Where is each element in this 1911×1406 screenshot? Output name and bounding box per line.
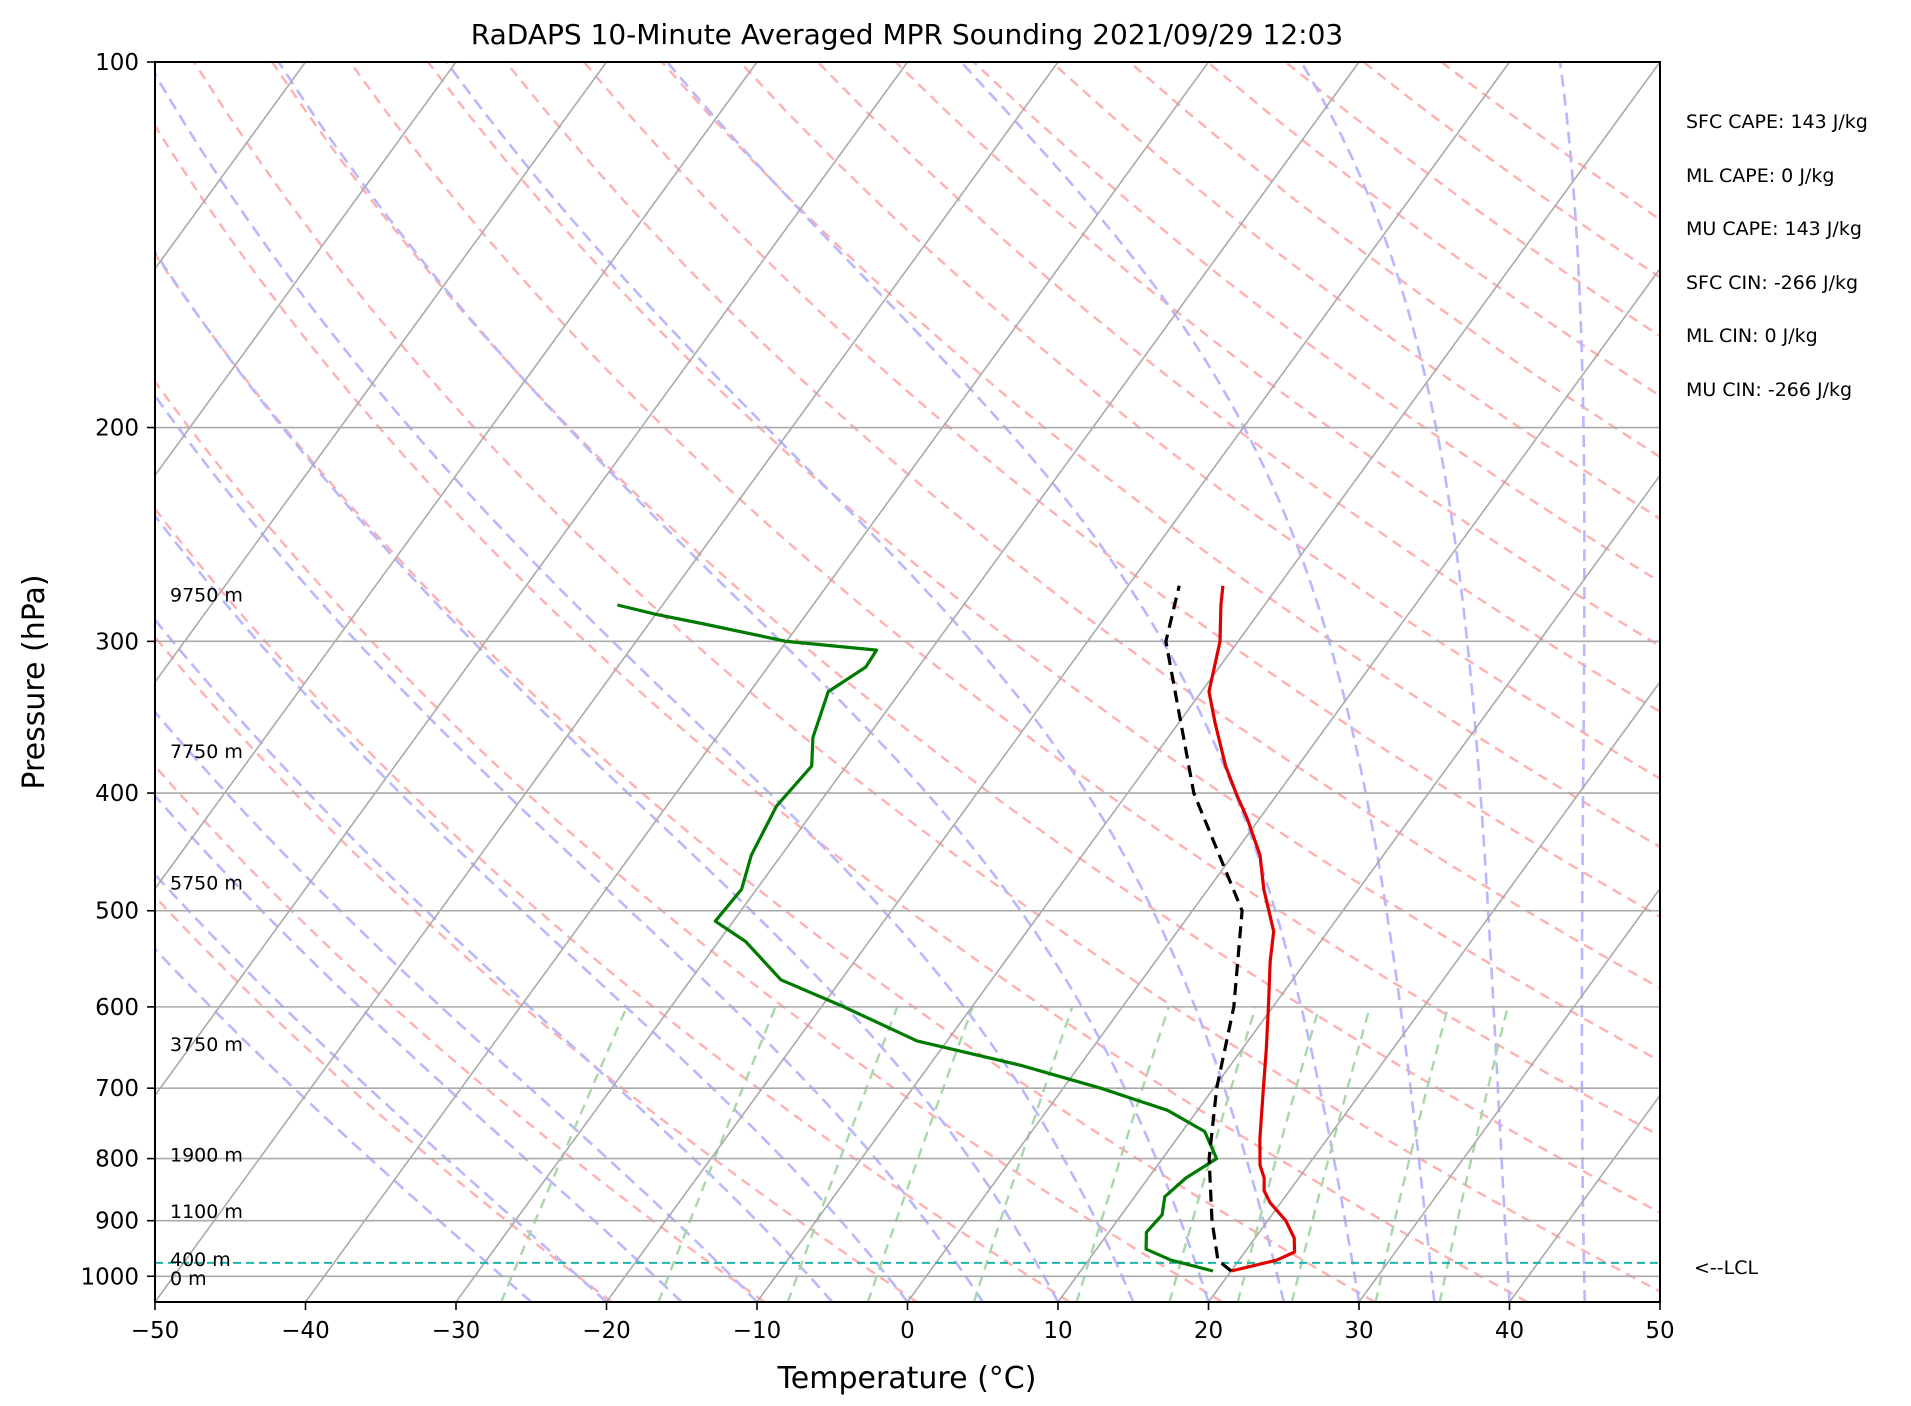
dry-adiabat [427,62,1660,1063]
x-tick-label: 20 [1194,1318,1223,1344]
mixing-ratio-line [866,1006,974,1302]
dewpoint-profile [617,603,1219,1273]
isotherm [906,267,1660,1302]
dry-adiabat [155,251,1376,1302]
x-tick-label: 50 [1645,1318,1674,1344]
x-tick-label: −10 [733,1318,782,1344]
isotherm [1207,680,1660,1302]
moist-adiabat [1558,62,1587,1302]
isotherm [455,62,1360,1302]
moist-adiabat [277,62,1210,1302]
y-tick-label: 300 [95,629,139,655]
dry-adiabat [155,507,1071,1302]
isotherm [1358,887,1660,1302]
x-tick-label: −30 [432,1318,481,1344]
moist-adiabat [155,249,1060,1302]
height-label: 1900 m [170,1144,243,1166]
height-label: 1100 m [170,1201,243,1223]
isotherm [155,62,1059,1302]
moist-adiabat [155,872,608,1302]
series-layer [155,585,1660,1273]
isotherm [605,62,1511,1302]
height-label: 400 m [170,1249,231,1271]
dry-adiabat [155,379,1224,1302]
mixing-ratio-line [972,1006,1074,1302]
moist-adiabat [155,617,834,1302]
isotherm [155,62,909,1097]
y-tick-label: 600 [95,995,139,1021]
stats-panel: SFC CAPE: 143 J/kg ML CAPE: 0 J/kg MU CA… [1686,111,1868,401]
ticks-layer [147,61,1661,1310]
y-tick-label: 1000 [80,1264,139,1290]
lcl-label: <--LCL [1694,1257,1758,1279]
dry-adiabat [155,123,1529,1302]
moist-adiabat [155,513,909,1302]
moist-adiabat [155,710,758,1302]
chart-title: RaDAPS 10-Minute Averaged MPR Sounding 2… [471,18,1343,51]
x-tick-label: 30 [1344,1318,1373,1344]
isotherm [756,62,1660,1302]
moist-adiabat [155,71,1135,1302]
mixing-ratio-line [657,1006,777,1302]
isotherm [1057,473,1660,1302]
height-label: 0 m [170,1268,207,1290]
dry-adiabat [660,62,1660,849]
x-tick-label: −40 [281,1318,330,1344]
height-label: 5750 m [170,873,243,895]
dry-adiabat [155,895,613,1302]
height-label: 3750 m [170,1034,243,1056]
moist-adiabat [666,62,1361,1302]
stat-ml-cin: ML CIN: 0 J/kg [1686,325,1818,347]
dry-adiabat [582,62,1660,919]
x-tick-label: −50 [131,1318,180,1344]
height-label: 7750 m [170,741,243,763]
moist-adiabat [155,393,984,1302]
y-tick-label: 400 [95,781,139,807]
temperature-profile [1207,585,1297,1273]
y-axis-label: Pressure (hPa) [17,574,52,789]
y-tick-label: 700 [95,1076,139,1102]
moist-adiabat [445,62,1286,1302]
moist-adiabat [960,62,1436,1302]
x-tick-label: 0 [900,1318,915,1344]
mixing-ratio-line [500,1006,628,1302]
x-tick-label: 10 [1043,1318,1072,1344]
y-tick-label: 200 [95,416,139,442]
moist-adiabat [1300,62,1511,1302]
y-tick-label: 800 [95,1147,139,1173]
parcel-profile [1164,585,1244,1273]
moist-adiabat [155,947,533,1302]
stat-sfc-cape: SFC CAPE: 143 J/kg [1686,111,1868,133]
y-tick-label: 900 [95,1209,139,1235]
x-axis-label: Temperature (°C) [777,1361,1037,1396]
dry-adiabat [349,62,1660,1138]
stat-mu-cin: MU CIN: -266 J/kg [1686,379,1852,401]
stat-sfc-cin: SFC CIN: -266 J/kg [1686,272,1858,294]
background-lines [155,62,1660,1302]
stat-ml-cape: ML CAPE: 0 J/kg [1686,165,1834,187]
labels-layer: −50 −40 −30 −20 −10 0 10 20 30 40 50 100 200 300 400 50… [80,50,1674,1344]
isotherm [155,62,457,477]
mixing-ratio-line [786,1006,899,1302]
y-tick-label: 500 [95,899,139,925]
height-label: 9750 m [170,584,243,606]
isotherm [155,62,758,891]
x-tick-label: −20 [582,1318,631,1344]
mixing-ratio-line [1075,1006,1170,1302]
x-tick-label: 40 [1495,1318,1524,1344]
isotherm [304,62,1210,1302]
stat-mu-cape: MU CAPE: 143 J/kg [1686,218,1862,240]
isotherm [155,62,608,684]
y-tick-label: 100 [95,50,139,76]
dry-adiabat [816,62,1660,714]
